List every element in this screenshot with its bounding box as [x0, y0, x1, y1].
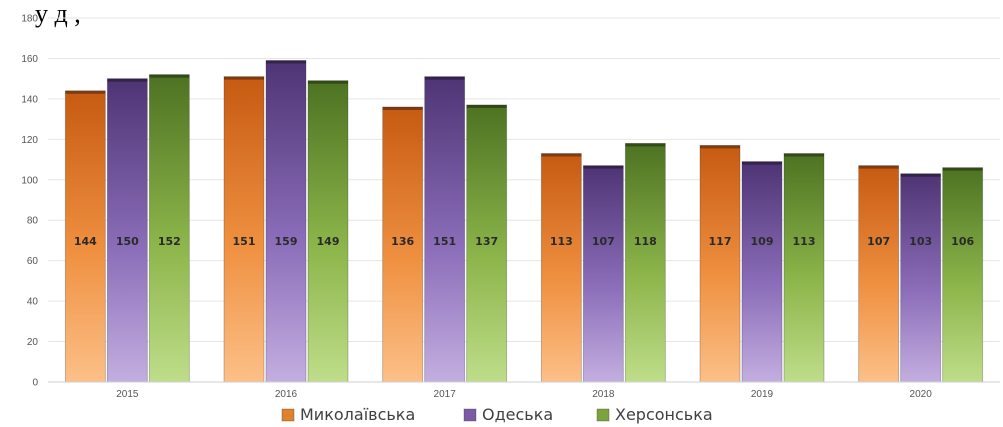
- y-tick-label: 140: [21, 94, 38, 105]
- bar-top-shade: [224, 76, 264, 80]
- bar-2020-series-1: [900, 173, 942, 383]
- bar-2019-series-2: [783, 153, 825, 383]
- bar-2015-series-1: [106, 78, 148, 383]
- bars: [64, 60, 984, 383]
- header-fragment: у д ,: [35, 0, 81, 28]
- y-tick-label: 0: [32, 378, 38, 389]
- legend-label: Херсонська: [615, 405, 713, 424]
- bar-top-shade: [308, 80, 348, 84]
- data-label: 151: [233, 235, 256, 248]
- x-axis-tick-labels: 2015 2016 2017 2018 2019 2020: [116, 389, 932, 400]
- y-tick-label: 80: [27, 216, 39, 227]
- data-label: 113: [793, 235, 816, 248]
- y-tick-label: 160: [21, 54, 38, 65]
- bar-2016-series-1: [265, 60, 307, 383]
- bar-top-shade: [742, 161, 782, 165]
- data-label: 150: [116, 235, 139, 248]
- data-label: 152: [158, 235, 181, 248]
- data-label: 151: [433, 235, 456, 248]
- data-label: 144: [74, 235, 97, 248]
- data-label: 117: [709, 235, 732, 248]
- data-label: 113: [550, 235, 573, 248]
- bar-top-shade: [784, 153, 824, 157]
- data-label: 118: [634, 235, 657, 248]
- x-tick-label: 2017: [434, 389, 457, 400]
- x-tick-label: 2020: [910, 389, 933, 400]
- bar-2016-series-2: [307, 80, 349, 383]
- bar-2018-series-1: [582, 165, 624, 383]
- bar-top-shade: [65, 90, 106, 94]
- legend-label: Одеська: [482, 405, 553, 424]
- data-label: 103: [909, 235, 932, 248]
- x-tick-label: 2016: [275, 389, 298, 400]
- data-label: 107: [592, 235, 615, 248]
- bar-top-shade: [266, 60, 306, 64]
- bar-2018-series-2: [624, 142, 666, 383]
- bar-top-shade: [149, 74, 190, 78]
- bar-top-shade: [700, 145, 740, 149]
- bar-top-shade: [858, 165, 899, 169]
- bar-top-shade: [942, 167, 983, 171]
- legend-swatch: [463, 408, 477, 422]
- y-tick-label: 40: [27, 297, 39, 308]
- data-labels: 144 150 152 151 159 149 136 151 137 113 107 118 117 1…: [74, 235, 975, 248]
- grid-lines: [48, 17, 1000, 343]
- data-label: 109: [751, 235, 774, 248]
- data-label: 107: [867, 235, 890, 248]
- bar-2020-series-2: [942, 167, 984, 383]
- legend-label: Миколаївська: [300, 405, 415, 424]
- legend-swatch: [596, 408, 610, 422]
- y-tick-label: 60: [27, 256, 39, 267]
- bar-2019-series-0: [699, 144, 741, 383]
- bar-2015-series-2: [148, 74, 190, 383]
- bar-2020-series-0: [858, 165, 900, 383]
- bar-top-shade: [625, 143, 666, 147]
- legend: Миколаївська Одеська Херсонська: [281, 405, 713, 424]
- bar-2015-series-0: [64, 90, 106, 383]
- bar-2017-series-1: [424, 76, 466, 383]
- bar-2018-series-0: [540, 153, 582, 383]
- bar-top-shade: [107, 78, 148, 82]
- bar-top-shade: [583, 165, 624, 169]
- y-tick-label: 100: [21, 175, 38, 186]
- data-label: 149: [317, 235, 340, 248]
- y-tick-label: 180: [21, 14, 38, 25]
- bar-top-shade: [382, 106, 423, 110]
- data-label: 137: [475, 235, 498, 248]
- y-tick-label: 20: [27, 337, 39, 348]
- data-label: 106: [951, 235, 974, 248]
- bar-2019-series-1: [741, 161, 783, 383]
- bar-top-shade: [900, 173, 941, 177]
- data-label: 136: [391, 235, 414, 248]
- x-tick-label: 2018: [592, 389, 615, 400]
- bar-top-shade: [466, 104, 507, 108]
- x-tick-label: 2015: [116, 389, 139, 400]
- bar-top-shade: [541, 153, 582, 157]
- data-label: 159: [275, 235, 298, 248]
- y-tick-label: 120: [21, 135, 38, 146]
- bar-top-shade: [424, 76, 465, 80]
- legend-swatch: [281, 408, 295, 422]
- x-tick-label: 2019: [751, 389, 774, 400]
- bar-2016-series-0: [223, 76, 265, 383]
- y-axis-tick-labels: 0 20 40 60 80 100 120 140 160 180: [21, 14, 38, 389]
